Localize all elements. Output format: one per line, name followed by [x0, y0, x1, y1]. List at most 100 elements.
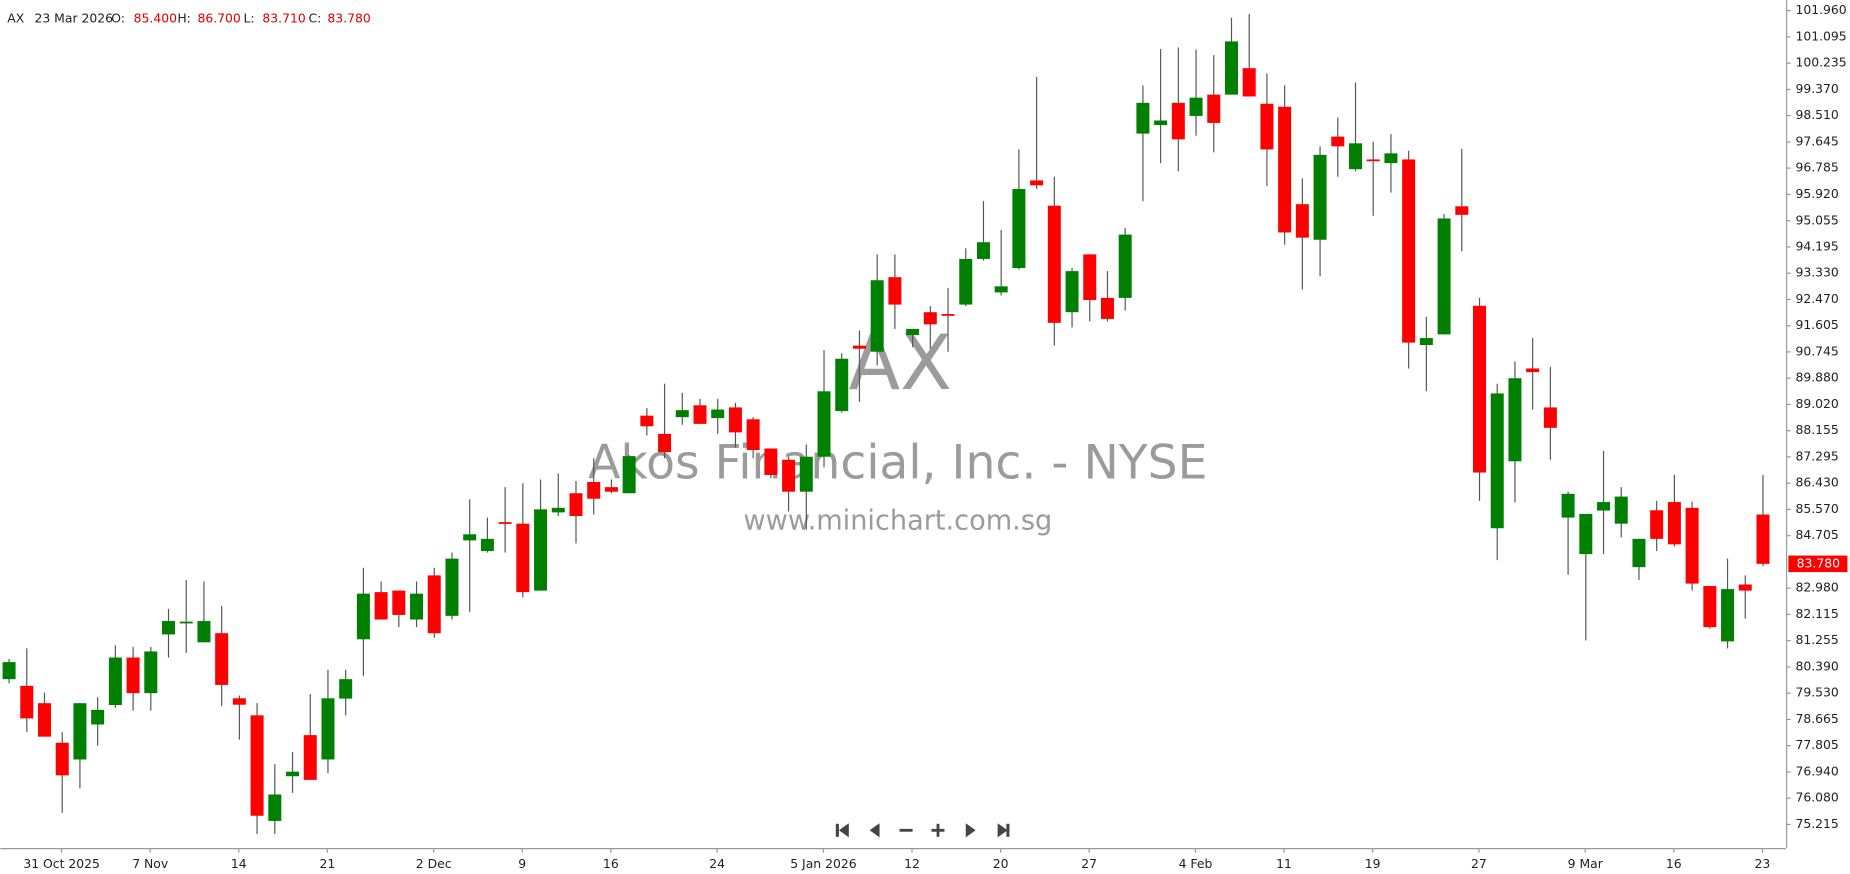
candle-body	[356, 593, 370, 640]
candle-body	[1100, 297, 1114, 319]
candle-body	[463, 534, 477, 541]
candle-body	[923, 312, 937, 325]
candle-body	[392, 590, 406, 615]
candle-body	[1490, 393, 1504, 529]
candle-body	[1419, 338, 1433, 346]
candle-body	[197, 621, 211, 643]
candle-body	[1260, 103, 1274, 150]
candle-body	[1331, 136, 1345, 147]
y-tick-label: 89.880	[1795, 370, 1838, 385]
candle-body	[693, 405, 707, 424]
candle-body	[764, 448, 778, 475]
candle-body	[374, 592, 388, 620]
candle-body	[2, 662, 16, 680]
nav-prev[interactable]	[869, 823, 880, 838]
nav-next[interactable]	[965, 823, 976, 838]
candle-body	[1242, 68, 1256, 97]
candle-body	[587, 481, 601, 499]
last-price-tag	[1788, 555, 1848, 573]
candle-body	[1597, 502, 1611, 511]
candle-body	[410, 593, 424, 620]
field-label: L:	[244, 10, 255, 25]
candle-body	[1473, 305, 1487, 473]
candle-body	[1632, 538, 1646, 568]
x-tick-label: 9 Mar	[1568, 856, 1604, 871]
candle-body	[1189, 97, 1203, 116]
x-tick-label: 16	[1666, 856, 1682, 871]
candle-body	[1047, 205, 1061, 323]
x-tick-label: 14	[231, 856, 247, 871]
x-tick-label: 23	[1754, 856, 1770, 871]
candle-body	[108, 657, 122, 706]
x-tick-label: 27	[1081, 856, 1097, 871]
x-tick-label: 11	[1276, 856, 1292, 871]
watermark-symbol: AX	[848, 319, 951, 407]
candle-body	[1313, 154, 1327, 240]
candle-body	[1614, 496, 1628, 524]
nav-first[interactable]	[835, 823, 849, 838]
candle-body	[1278, 106, 1292, 233]
field-value: 86.700	[197, 10, 240, 25]
y-tick-label: 79.530	[1795, 685, 1838, 700]
nav-last[interactable]	[997, 823, 1010, 838]
candle-body	[835, 358, 849, 412]
y-tick-label: 75.215	[1795, 816, 1838, 831]
nav-zoom-in[interactable]	[931, 823, 945, 837]
candle-body	[1738, 584, 1752, 591]
y-tick-label: 80.390	[1795, 658, 1838, 673]
y-tick-label: 87.295	[1795, 448, 1838, 463]
candle-body	[852, 345, 866, 349]
candle-body	[73, 703, 87, 760]
nav-zoom-out[interactable]	[899, 828, 913, 832]
candle-body	[941, 314, 955, 316]
y-tick-label: 92.470	[1795, 291, 1838, 306]
candle-body	[498, 522, 512, 524]
candle-body	[232, 698, 246, 705]
y-tick-label: 77.805	[1795, 737, 1838, 752]
candle-body	[675, 410, 689, 418]
candle-body	[640, 415, 654, 427]
y-tick-label: 84.705	[1795, 527, 1838, 542]
candle-body	[321, 698, 335, 760]
y-tick-label: 96.785	[1795, 160, 1838, 175]
y-tick-label: 76.080	[1795, 790, 1838, 805]
candle-body	[516, 523, 530, 593]
candle-body	[1667, 502, 1681, 545]
watermark-name: Akos Financial, Inc. - NYSE	[588, 435, 1207, 490]
field-value: 83.780	[327, 10, 370, 25]
candle-body	[994, 286, 1008, 293]
candle-body	[1721, 589, 1735, 642]
candle-body	[1543, 407, 1557, 428]
candle-body	[144, 651, 158, 694]
candle-body	[1366, 159, 1380, 162]
x-tick-label: 4 Feb	[1179, 856, 1213, 871]
candle-body	[799, 456, 813, 492]
x-tick-label: 9	[518, 856, 526, 871]
candle-body	[55, 742, 69, 776]
candle-body	[1685, 507, 1699, 584]
candle-body	[1171, 102, 1185, 140]
candle-body	[179, 621, 193, 624]
y-tick-label: 85.570	[1795, 501, 1838, 516]
y-tick-label: 81.255	[1795, 632, 1838, 647]
last-price-label: 83.780	[1797, 555, 1840, 570]
x-tick-label: 21	[319, 856, 335, 871]
candle-body	[1154, 120, 1168, 126]
y-tick-label: 97.645	[1795, 133, 1838, 148]
candle-body	[268, 794, 282, 821]
candle-body	[1579, 513, 1593, 555]
y-tick-label: 90.745	[1795, 343, 1838, 358]
candle-body	[1224, 41, 1238, 95]
y-tick-label: 100.235	[1795, 55, 1846, 70]
candle-body	[1136, 102, 1150, 134]
candle-body	[286, 771, 300, 777]
y-tick-label: 95.920	[1795, 186, 1838, 201]
field-label: O:	[111, 10, 125, 25]
candle-body	[817, 391, 831, 457]
candle-body	[1065, 271, 1079, 313]
candles	[2, 13, 1770, 835]
field-value: 85.400	[134, 10, 177, 25]
x-tick-label: 27	[1471, 856, 1487, 871]
y-tick-label: 86.430	[1795, 475, 1838, 490]
